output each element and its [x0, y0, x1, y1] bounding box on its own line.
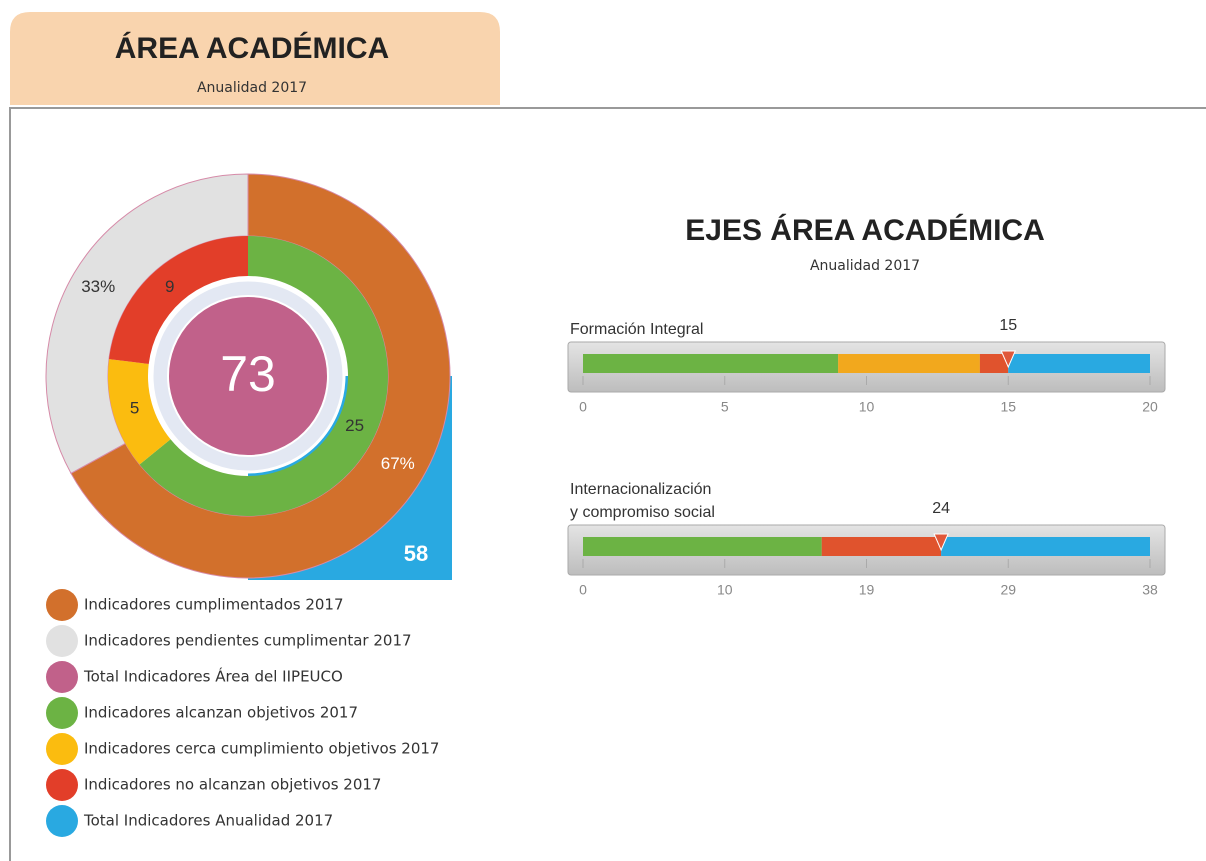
bullet-marker: [1000, 350, 1017, 369]
bullet-segment: [821, 537, 942, 556]
marker-label: 15: [999, 317, 1017, 334]
marker-label: 24: [932, 500, 950, 517]
legend-label: Total Indicadores Área del IIPEUCO: [83, 667, 343, 686]
header-title: ÁREA ACADÉMICA: [115, 31, 389, 65]
segment-label: 5: [130, 398, 139, 417]
ring-segment: [109, 236, 249, 364]
legend-swatch: [46, 769, 78, 801]
ring-segment: [107, 359, 171, 465]
legend-label: Indicadores alcanzan objetivos 2017: [84, 704, 358, 722]
legend-swatch: [46, 625, 78, 657]
ring-segment: [139, 236, 388, 516]
panel-border: [9, 107, 1206, 861]
header-tab: [10, 12, 500, 105]
bullet-segment: [583, 354, 839, 373]
bullet-label: y compromiso social: [570, 504, 715, 521]
tick-label: 15: [1000, 399, 1016, 415]
bullet-segment: [838, 354, 980, 373]
legend-swatch: [46, 697, 78, 729]
tick-label: 10: [717, 582, 733, 598]
corner-label: 58: [404, 541, 428, 566]
legend-label: Indicadores cerca cumplimiento objetivos…: [84, 740, 439, 758]
tick-label: 19: [859, 582, 875, 598]
bullet-segment: [583, 537, 822, 556]
segment-label: 33%: [81, 277, 115, 296]
bullet-label: Internacionalización: [570, 481, 711, 498]
center-disc: [167, 295, 329, 457]
legend-swatch: [46, 661, 78, 693]
header-subtitle: Anualidad 2017: [197, 80, 307, 96]
section-subtitle: Anualidad 2017: [810, 258, 920, 274]
legend-swatch: [46, 589, 78, 621]
tick-label: 38: [1142, 582, 1158, 598]
legend-label: Indicadores no alcanzan objetivos 2017: [84, 776, 381, 794]
legend-swatch: [46, 733, 78, 765]
ring-segment: [45, 173, 249, 474]
tick-label: 20: [1142, 399, 1158, 415]
bullet-marker: [933, 533, 949, 552]
bullet-segment: [941, 537, 1150, 556]
tick-label: 5: [721, 399, 729, 415]
tick-label: 0: [579, 399, 587, 415]
segment-label: 9: [165, 277, 174, 296]
bullet-segment: [1008, 354, 1150, 373]
bullet-label: Formación Integral: [570, 321, 703, 338]
legend-label: Indicadores cumplimentados 2017: [84, 596, 344, 614]
bullet-segment: [979, 354, 1009, 373]
tick-label: 0: [579, 582, 587, 598]
legend-label: Indicadores pendientes cumplimentar 2017: [84, 632, 412, 650]
center-label: 73: [220, 346, 276, 402]
tick-label: 10: [859, 399, 875, 415]
section-title: EJES ÁREA ACADÉMICA: [685, 213, 1045, 247]
segment-label: 67%: [381, 454, 415, 473]
segment-label: 25: [345, 416, 364, 435]
legend-swatch: [46, 805, 78, 837]
legend-label: Total Indicadores Anualidad 2017: [83, 812, 333, 830]
tick-label: 29: [1000, 582, 1016, 598]
